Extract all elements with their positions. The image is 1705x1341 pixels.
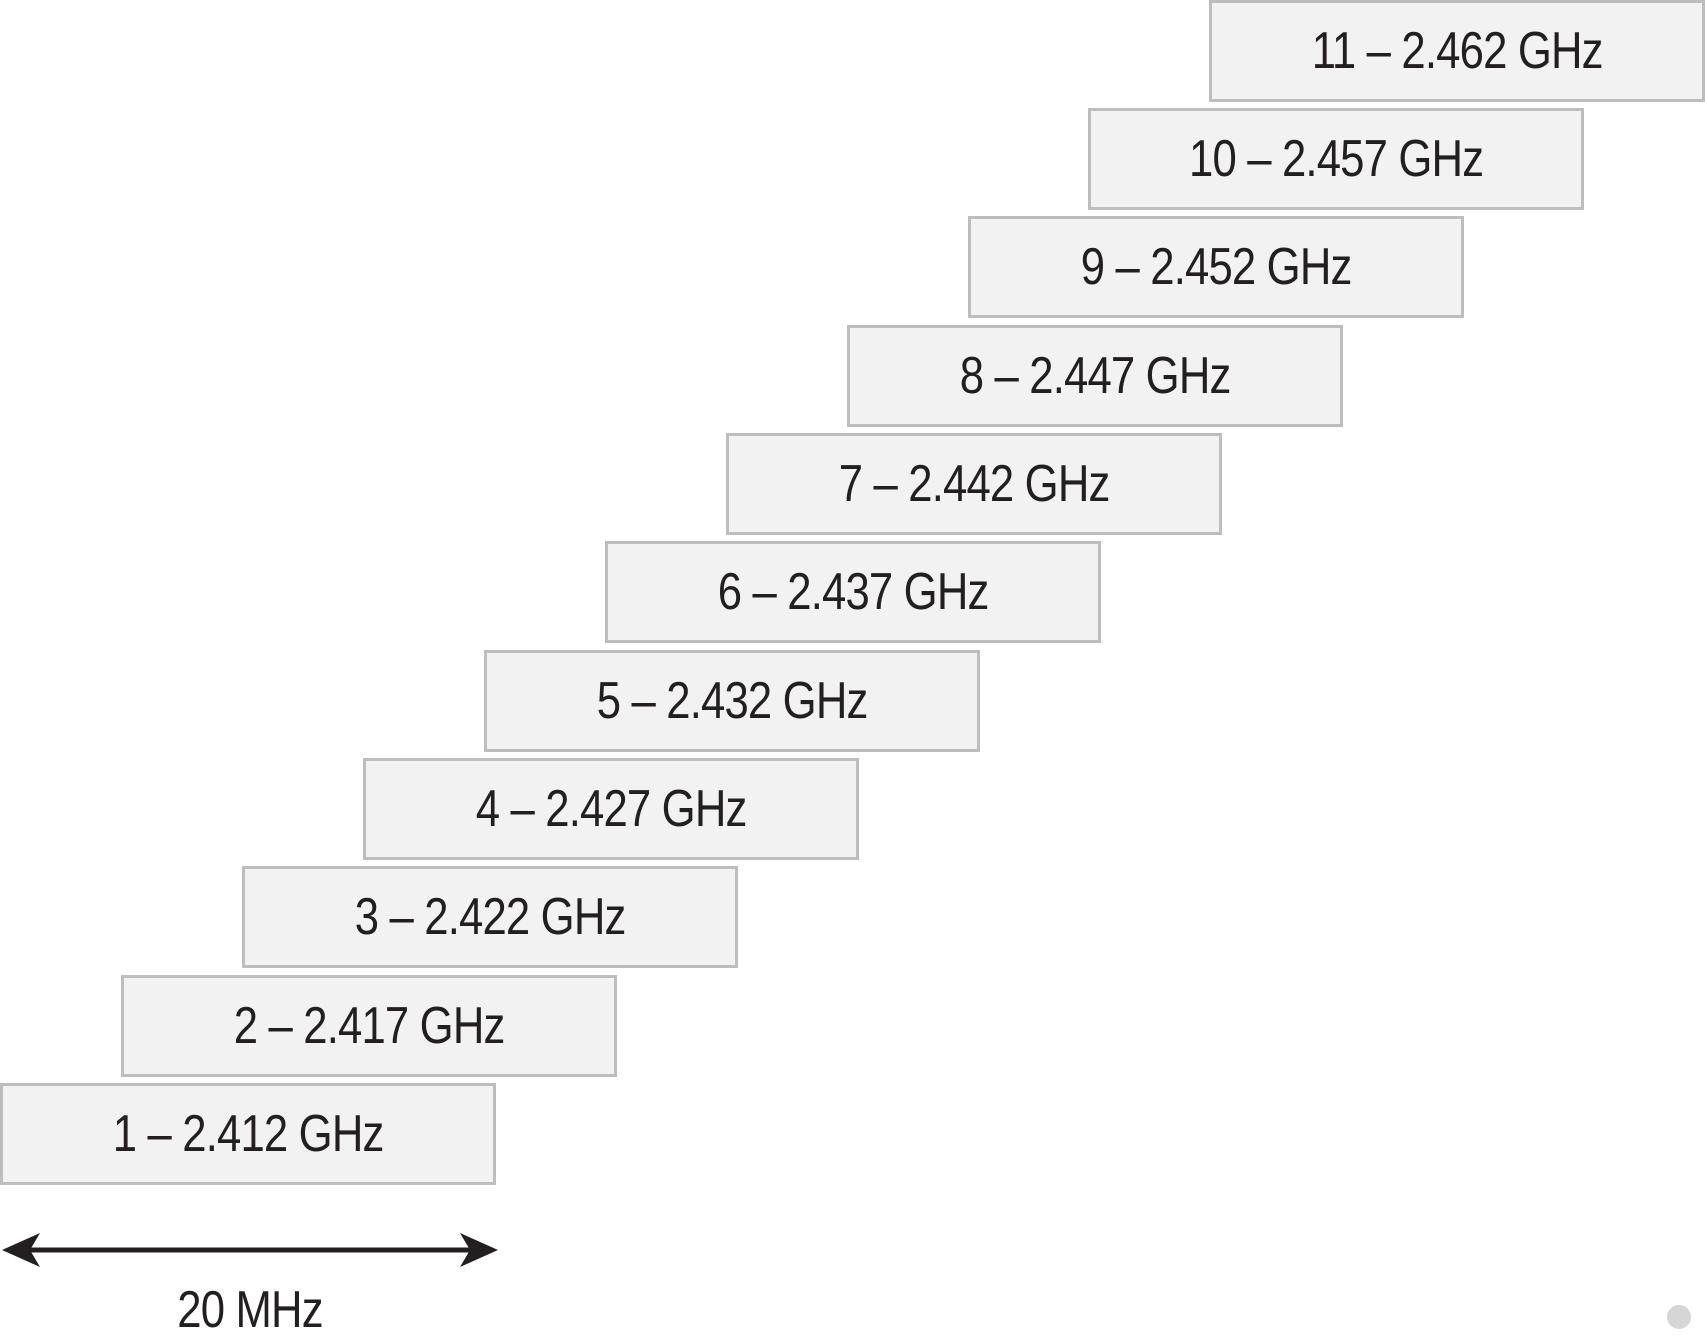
channel-label-9: 9 – 2.452 GHz: [1080, 238, 1353, 296]
channel-box-7: 7 – 2.442 GHz: [726, 433, 1222, 535]
channel-box-3: 3 – 2.422 GHz: [242, 866, 738, 968]
channel-label-4: 4 – 2.427 GHz: [475, 780, 748, 838]
channel-box-5: 5 – 2.432 GHz: [484, 650, 980, 752]
channel-box-6: 6 – 2.437 GHz: [605, 541, 1101, 643]
watermark-icon: [1667, 1305, 1691, 1329]
channel-box-10: 10 – 2.457 GHz: [1088, 108, 1584, 210]
channel-label-3: 3 – 2.422 GHz: [354, 888, 627, 946]
channel-label-2: 2 – 2.417 GHz: [233, 997, 506, 1055]
channel-label-5: 5 – 2.432 GHz: [596, 672, 869, 730]
channel-box-8: 8 – 2.447 GHz: [847, 325, 1343, 427]
double-arrow-icon: [2, 1233, 498, 1267]
channel-label-7: 7 – 2.442 GHz: [838, 455, 1111, 513]
channel-box-9: 9 – 2.452 GHz: [968, 216, 1464, 318]
channel-box-1: 1 – 2.412 GHz: [0, 1083, 496, 1185]
channel-box-11: 11 – 2.462 GHz: [1209, 0, 1705, 102]
channel-label-11: 11 – 2.462 GHz: [1311, 22, 1604, 80]
channel-box-4: 4 – 2.427 GHz: [363, 758, 859, 860]
channel-label-6: 6 – 2.437 GHz: [717, 563, 990, 621]
channel-label-8: 8 – 2.447 GHz: [959, 347, 1232, 405]
channel-box-2: 2 – 2.417 GHz: [121, 975, 617, 1077]
channel-label-10: 10 – 2.457 GHz: [1188, 130, 1484, 188]
channel-width-label: 20 MHz: [177, 1281, 323, 1339]
channel-label-1: 1 – 2.412 GHz: [112, 1105, 385, 1163]
